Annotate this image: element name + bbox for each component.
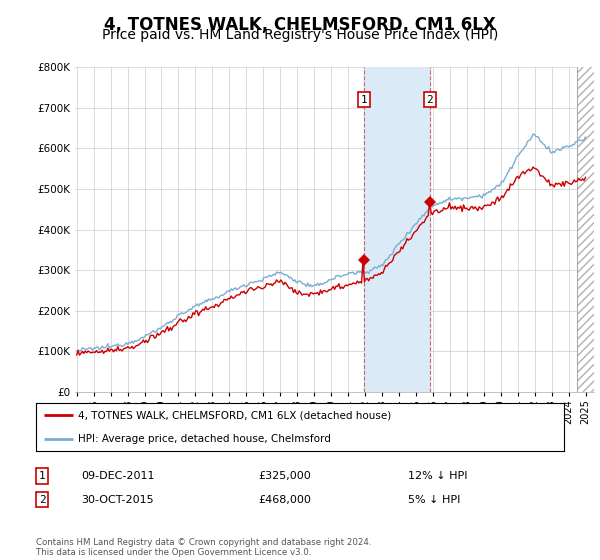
Text: 2: 2	[38, 494, 46, 505]
Text: 5% ↓ HPI: 5% ↓ HPI	[408, 494, 460, 505]
Text: 30-OCT-2015: 30-OCT-2015	[81, 494, 154, 505]
Text: 4, TOTNES WALK, CHELMSFORD, CM1 6LX: 4, TOTNES WALK, CHELMSFORD, CM1 6LX	[104, 16, 496, 34]
Text: Price paid vs. HM Land Registry's House Price Index (HPI): Price paid vs. HM Land Registry's House …	[102, 28, 498, 42]
Text: 1: 1	[360, 95, 367, 105]
Bar	[364, 67, 430, 392]
Text: Contains HM Land Registry data © Crown copyright and database right 2024.
This d: Contains HM Land Registry data © Crown c…	[36, 538, 371, 557]
Text: 4, TOTNES WALK, CHELMSFORD, CM1 6LX (detached house): 4, TOTNES WALK, CHELMSFORD, CM1 6LX (det…	[78, 410, 391, 420]
Text: HPI: Average price, detached house, Chelmsford: HPI: Average price, detached house, Chel…	[78, 434, 331, 444]
Text: £468,000: £468,000	[258, 494, 311, 505]
Text: 09-DEC-2011: 09-DEC-2011	[81, 471, 155, 481]
Text: £325,000: £325,000	[258, 471, 311, 481]
Text: 2: 2	[427, 95, 433, 105]
Bar	[577, 67, 594, 392]
Bar	[577, 67, 594, 392]
Text: 12% ↓ HPI: 12% ↓ HPI	[408, 471, 467, 481]
Text: 1: 1	[38, 471, 46, 481]
